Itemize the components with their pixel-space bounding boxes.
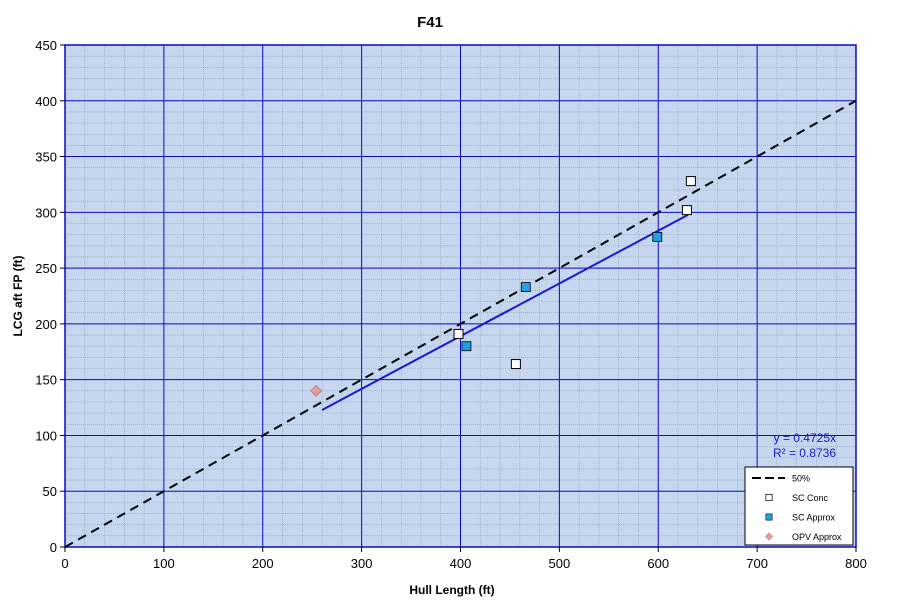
trendline-r-squared: R² = 0.8736 bbox=[773, 446, 836, 460]
x-axis-label: Hull Length (ft) bbox=[409, 583, 494, 597]
point-sc-conc bbox=[685, 176, 696, 187]
y-tick-label: 0 bbox=[50, 540, 57, 555]
x-tick-label: 700 bbox=[746, 556, 768, 571]
y-tick-label: 250 bbox=[35, 261, 57, 276]
trendline bbox=[321, 214, 689, 411]
y-tick-label: 150 bbox=[35, 373, 57, 388]
series bbox=[64, 99, 857, 548]
legend-label: SC Approx bbox=[792, 513, 836, 523]
legend-label: OPV Approx bbox=[792, 532, 842, 542]
point-sc-conc bbox=[681, 205, 692, 216]
point-sc-approx bbox=[652, 231, 663, 242]
point-opv-approx bbox=[310, 384, 323, 397]
legend-label: SC Conc bbox=[792, 493, 829, 503]
point-sc-conc bbox=[453, 328, 464, 339]
y-axis-label: LCG aft FP (ft) bbox=[11, 255, 25, 336]
y-tick-label: 450 bbox=[35, 38, 57, 53]
y-tick-label: 350 bbox=[35, 150, 57, 165]
y-axis-ticks: 0 50 100 150 200 250 300 350 400 450 bbox=[35, 38, 65, 555]
point-sc-approx bbox=[520, 282, 531, 292]
y-tick-label: 300 bbox=[35, 205, 57, 220]
chart-title: F41 bbox=[417, 14, 443, 31]
legend-label: 50% bbox=[792, 474, 810, 484]
y-tick-label: 200 bbox=[35, 317, 57, 332]
x-tick-label: 300 bbox=[351, 556, 373, 571]
y-tick-label: 100 bbox=[35, 428, 57, 443]
y-tick-label: 50 bbox=[43, 484, 57, 499]
point-sc-approx bbox=[461, 341, 472, 352]
x-tick-label: 800 bbox=[845, 556, 867, 571]
legend-swatch bbox=[764, 532, 774, 541]
x-tick-label: 500 bbox=[549, 556, 571, 571]
minor-grid bbox=[65, 45, 856, 547]
series-50-percent-line bbox=[64, 99, 857, 548]
legend-swatch bbox=[765, 493, 773, 501]
x-tick-label: 0 bbox=[61, 556, 68, 571]
point-sc-conc bbox=[510, 359, 521, 370]
x-tick-label: 600 bbox=[647, 556, 669, 571]
x-tick-label: 100 bbox=[153, 556, 175, 571]
y-tick-label: 400 bbox=[35, 94, 57, 109]
legend: 50% SC Conc SC Approx OPV Approx bbox=[744, 466, 854, 546]
x-axis-ticks: 0 100 200 300 400 500 600 700 800 bbox=[61, 547, 867, 571]
trendline-equation: y = 0.4725x bbox=[774, 431, 836, 445]
legend-swatch bbox=[765, 513, 773, 521]
x-tick-label: 400 bbox=[450, 556, 472, 571]
legend-box bbox=[744, 466, 854, 546]
x-tick-label: 200 bbox=[252, 556, 274, 571]
